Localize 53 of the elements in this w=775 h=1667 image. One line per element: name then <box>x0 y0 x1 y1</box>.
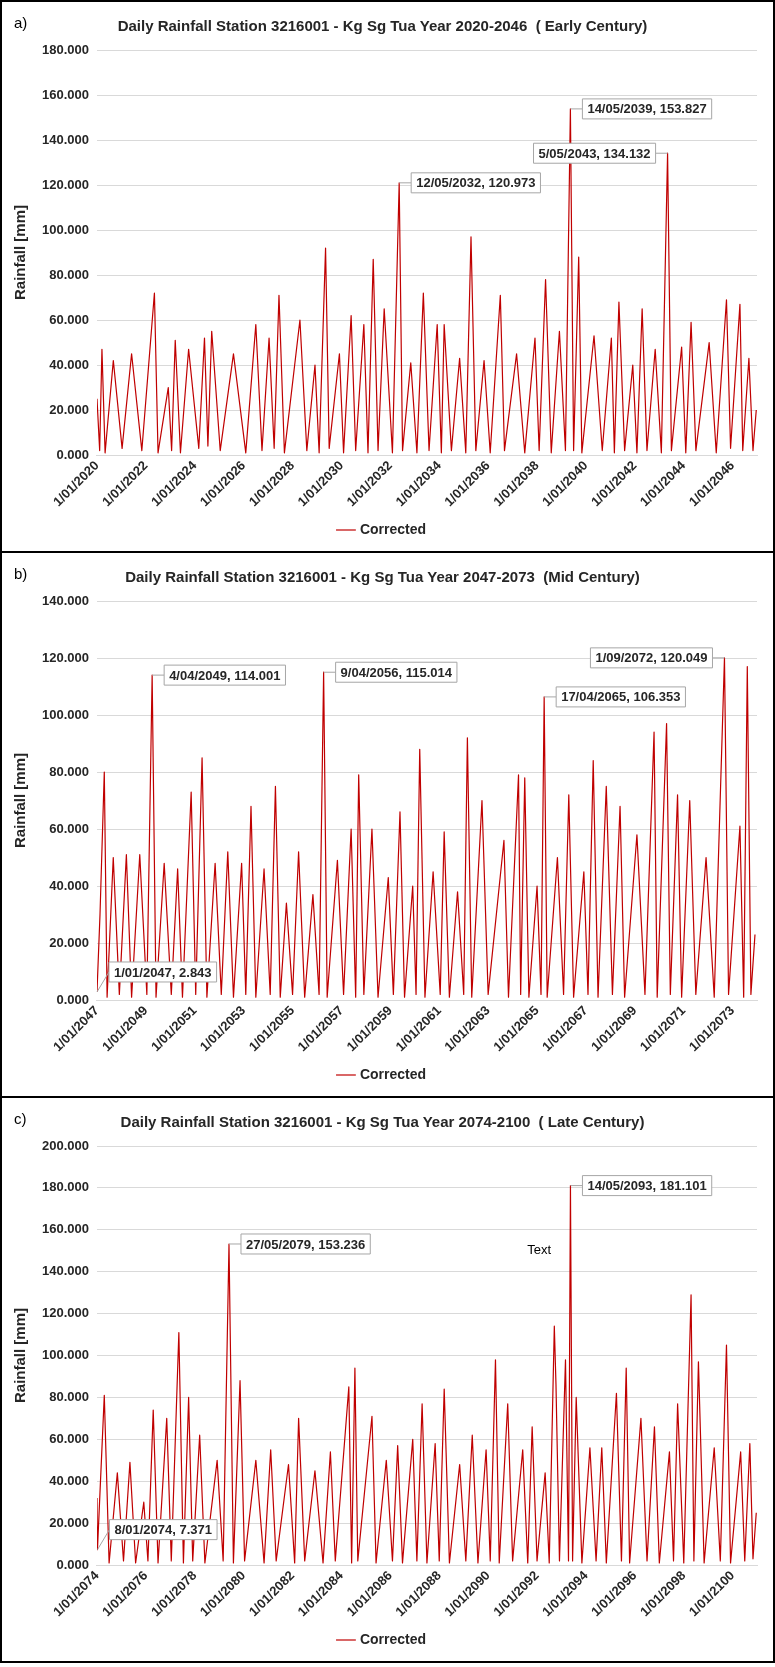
legend-label: Corrected <box>359 1630 427 1647</box>
annotation: Text <box>527 1242 552 1258</box>
text: b) <box>14 565 28 583</box>
annotation: 1/01/2047, 2.843 <box>113 964 212 980</box>
y-tick-label: 140.000 <box>41 592 89 608</box>
y-tick-label: 160.000 <box>41 86 89 102</box>
text: c) <box>14 1110 27 1128</box>
y-tick-label: 100.000 <box>41 1347 89 1363</box>
y-tick-label: 120.000 <box>41 176 89 192</box>
y-tick-label: 20.000 <box>49 401 89 417</box>
annotation: 9/04/2056, 115.014 <box>340 664 453 680</box>
y-tick-label: 80.000 <box>49 1389 89 1405</box>
annotation: 1/09/2072, 120.049 <box>595 650 708 666</box>
y-tick-label: 60.000 <box>49 820 89 836</box>
y-tick-label: 140.000 <box>41 1263 89 1279</box>
annotation: 14/05/2093, 181.101 <box>587 1178 707 1194</box>
y-tick-label: 0.000 <box>56 1556 89 1572</box>
y-tick-label: 20.000 <box>49 934 89 950</box>
chart-title: Daily Rainfall Station 3216001 - Kg Sg Tua Year 2047-2073 (Mid Century) <box>125 568 640 586</box>
y-tick-label: 20.000 <box>49 1514 89 1530</box>
y-tick-label: 100.000 <box>41 706 89 722</box>
y-tick-label: 100.000 <box>41 221 89 237</box>
y-tick-label: 160.000 <box>41 1221 89 1237</box>
y-tick-label: 180.000 <box>41 41 89 57</box>
y-axis-title: Rainfall [mm] <box>11 205 29 301</box>
annotation: 17/04/2065, 106.353 <box>561 689 681 705</box>
y-tick-label: 60.000 <box>49 311 89 327</box>
y-tick-label: 40.000 <box>49 877 89 893</box>
y-tick-label: 60.000 <box>49 1430 89 1446</box>
chart-title: Daily Rainfall Station 3216001 - Kg Sg Tua Year 2020-2046 ( Early Century) <box>117 17 648 35</box>
text: a) <box>14 14 28 32</box>
y-tick-label: 0.000 <box>56 446 89 462</box>
y-axis-title: Rainfall [mm] <box>11 1308 29 1404</box>
y-tick-label: 120.000 <box>41 649 89 665</box>
annotation: 27/05/2079, 153.236 <box>245 1236 366 1252</box>
annotation: 4/04/2049, 114.001 <box>169 667 281 683</box>
y-tick-label: 120.000 <box>41 1305 89 1321</box>
y-tick-label: 180.000 <box>41 1179 89 1195</box>
y-tick-label: 140.000 <box>41 131 89 147</box>
legend-label: Corrected <box>359 520 427 537</box>
y-tick-label: 80.000 <box>49 266 89 282</box>
annotation: 5/05/2043, 134.132 <box>538 145 651 161</box>
y-tick-label: 80.000 <box>49 763 89 779</box>
y-tick-label: 40.000 <box>49 356 89 372</box>
annotation: 12/05/2032, 120.973 <box>416 175 536 191</box>
chart-title: Daily Rainfall Station 3216001 - Kg Sg Tua Year 2074-2100 ( Late Century) <box>120 1113 645 1131</box>
annotation: 8/01/2074, 7.371 <box>114 1522 213 1538</box>
y-axis-title: Rainfall [mm] <box>11 753 29 849</box>
y-tick-label: 200.000 <box>41 1137 89 1153</box>
annotation: 14/05/2039, 153.827 <box>587 101 707 117</box>
legend-label: Corrected <box>359 1065 427 1082</box>
y-tick-label: 40.000 <box>49 1472 89 1488</box>
y-tick-label: 0.000 <box>56 991 89 1007</box>
